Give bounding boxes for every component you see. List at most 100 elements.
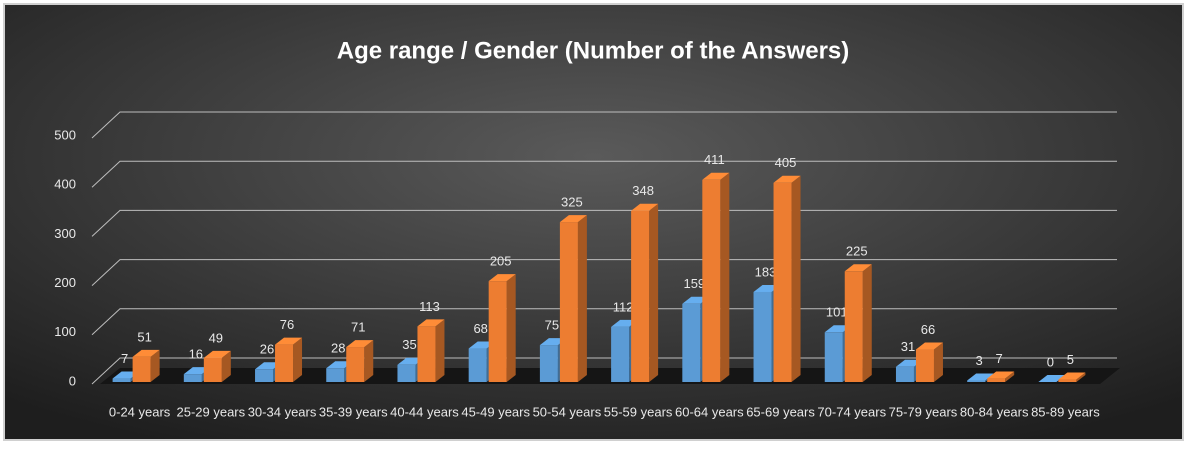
bar-side <box>1005 371 1015 382</box>
bar-top <box>702 172 730 180</box>
value-label: 112 <box>613 299 634 314</box>
bar <box>275 344 294 382</box>
value-label: 101 <box>826 305 848 320</box>
grid-line <box>91 111 1117 139</box>
value-label: 68 <box>473 321 487 336</box>
y-tick-label: 400 <box>54 177 76 192</box>
bar <box>824 332 843 382</box>
value-label: 225 <box>846 244 868 259</box>
bar-side <box>221 350 231 382</box>
x-tick-label: 35-39 years <box>319 404 388 419</box>
x-tick-label: 85-89 years <box>1031 404 1100 419</box>
value-label: 26 <box>260 342 274 357</box>
x-tick-label: 30-34 years <box>248 404 317 419</box>
x-tick-label: 70-74 years <box>817 404 886 419</box>
bar <box>183 374 202 382</box>
value-label: 205 <box>490 254 512 269</box>
bar-side <box>506 274 516 382</box>
bar-side <box>862 264 872 382</box>
value-label: 76 <box>280 317 294 332</box>
value-label: 75 <box>545 318 559 333</box>
bar <box>132 356 151 382</box>
bar-side <box>150 349 160 382</box>
bar-top <box>631 203 659 211</box>
bar <box>987 378 1006 382</box>
x-tick-label: 40-44 years <box>390 404 459 419</box>
bar <box>417 326 436 382</box>
bar-top <box>203 350 231 358</box>
x-tick-label: 0-24 years <box>109 404 171 419</box>
x-tick-label: 45-49 years <box>461 404 530 419</box>
bar <box>753 291 772 382</box>
bar <box>631 210 650 382</box>
value-label: 51 <box>137 329 151 344</box>
value-label: 7 <box>121 351 128 366</box>
bar <box>112 378 131 382</box>
y-tick-label: 0 <box>69 373 76 388</box>
y-tick-label: 300 <box>54 226 76 241</box>
value-label: 348 <box>632 183 654 198</box>
value-label: 411 <box>704 152 725 167</box>
bar-top <box>417 319 445 327</box>
value-label: 325 <box>561 195 583 210</box>
bar-top <box>773 175 801 183</box>
bar-side <box>1076 372 1086 382</box>
bar-top <box>275 337 303 345</box>
bar-side <box>720 172 730 382</box>
bar <box>326 368 345 382</box>
value-label: 31 <box>901 339 915 354</box>
x-tick-label: 65-69 years <box>746 404 815 419</box>
bar-side <box>933 342 943 382</box>
bar-side <box>649 203 659 382</box>
bar <box>203 357 222 382</box>
y-tick-label: 100 <box>54 324 76 339</box>
bar <box>682 303 701 382</box>
x-tick-label: 25-29 years <box>176 404 245 419</box>
y-tick-label: 200 <box>54 275 76 290</box>
x-tick-label: 75-79 years <box>889 404 958 419</box>
bar-top <box>1058 372 1086 380</box>
bar-top <box>844 264 872 272</box>
value-label: 16 <box>189 347 203 362</box>
value-label: 7 <box>996 351 1003 366</box>
bar <box>539 345 558 382</box>
x-tick-label: 60-64 years <box>675 404 744 419</box>
bar <box>468 348 487 382</box>
bar <box>702 179 721 382</box>
bar-top <box>346 340 374 348</box>
bar <box>255 369 274 382</box>
value-label: 28 <box>331 341 345 356</box>
value-label: 159 <box>683 276 705 291</box>
value-label: 66 <box>921 322 935 337</box>
bar-side <box>791 175 801 382</box>
value-label: 405 <box>775 155 797 170</box>
bar <box>397 364 416 382</box>
bar-top <box>915 342 943 350</box>
bar <box>611 326 630 382</box>
value-label: 113 <box>419 299 440 314</box>
bar <box>915 349 934 382</box>
bar-side <box>364 340 374 382</box>
value-label: 0 <box>1047 354 1054 369</box>
y-tick-label: 500 <box>54 127 76 142</box>
bar-side <box>435 319 445 382</box>
grid-line <box>91 160 1117 188</box>
value-label: 35 <box>402 337 416 352</box>
value-label: 5 <box>1067 352 1074 367</box>
value-label: 183 <box>755 264 777 279</box>
bar-top <box>987 371 1015 379</box>
value-label: 71 <box>351 320 365 335</box>
x-tick-label: 50-54 years <box>533 404 602 419</box>
bar-top <box>132 349 160 357</box>
bar <box>559 222 578 382</box>
bar-top <box>488 274 516 282</box>
bar-side <box>577 215 587 382</box>
bar <box>895 366 914 382</box>
value-label: 3 <box>976 353 983 368</box>
value-label: 49 <box>209 330 223 345</box>
bar <box>967 380 986 382</box>
bar <box>1058 379 1077 382</box>
bar <box>488 281 507 382</box>
